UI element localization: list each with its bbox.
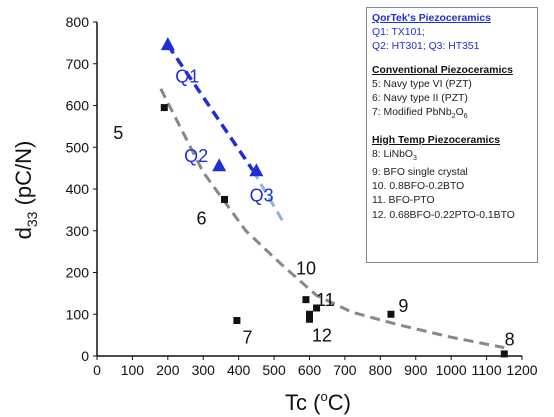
y-tick-label: 0 — [81, 348, 89, 364]
square-marker-10 — [302, 296, 310, 304]
x-tick-label: 1000 — [436, 362, 467, 378]
legend-item-5: 5: Navy type VI (PZT) — [372, 78, 472, 90]
x-tick-label: 0 — [93, 362, 101, 378]
square-marker-9 — [387, 310, 395, 318]
x-tick-label: 700 — [333, 362, 357, 378]
x-tick-label: 300 — [192, 362, 216, 378]
y-tick-label: 600 — [66, 98, 90, 114]
x-tick-label: 500 — [262, 362, 286, 378]
legend-item-9: 9: BFO single crystal — [372, 166, 468, 178]
x-tick-label: 800 — [369, 362, 393, 378]
point-label-8: 8 — [505, 330, 515, 350]
point-label-q3: Q3 — [250, 186, 274, 206]
y-tick-label: 800 — [66, 14, 90, 30]
legend-item-6: 6: Navy type II (PZT) — [372, 93, 468, 105]
point-label-12: 12 — [312, 325, 332, 345]
legend-item-10: 10. 0.8BFO-0.2BTO — [372, 181, 465, 193]
x-tick-label: 400 — [227, 362, 251, 378]
x-tick-label: 1100 — [472, 362, 502, 378]
square-marker-5 — [160, 104, 168, 112]
point-label-9: 9 — [398, 296, 408, 316]
square-marker-11 — [313, 304, 321, 312]
x-tick-label: 600 — [298, 362, 322, 378]
y-tick-label: 700 — [66, 56, 90, 72]
triangle-marker-q3 — [249, 163, 264, 177]
square-marker-6 — [221, 195, 228, 203]
square-marker-8 — [500, 350, 508, 358]
axes: 0 100 200 300 400 500 600 700 800 900 1000 1100 1200… — [66, 14, 538, 378]
point-label-5: 5 — [113, 123, 123, 143]
point-label-6: 6 — [196, 208, 206, 228]
trend-line-2 — [251, 169, 287, 226]
legend-section-title-high-temp: High Temp Piezoceramics — [372, 134, 500, 146]
x-tick-label: 1200 — [506, 362, 537, 378]
legend-item-8: 8: LiNbO3 — [372, 148, 417, 162]
point-label-q2: Q2 — [184, 146, 208, 166]
triangle-marker-q2 — [212, 158, 227, 172]
legend-gap — [372, 125, 532, 134]
x-tick-label: 100 — [121, 362, 145, 378]
trend-lines — [159, 43, 505, 350]
y-tick-label: 100 — [66, 306, 90, 322]
point-label-7: 7 — [243, 327, 253, 347]
triangle-marker-q1 — [160, 37, 175, 51]
trend-line-1 — [166, 43, 255, 172]
y-tick-label: 500 — [66, 139, 90, 155]
x-tick-label: 900 — [404, 362, 428, 378]
legend-section-title-conventional: Conventional Piezoceramics — [372, 64, 513, 76]
legend: QorTek's Piezoceramics Q1: TX101; Q2: HT… — [366, 7, 538, 263]
data-points — [160, 37, 508, 358]
legend-section-title-qortek: QorTek's Piezoceramics — [372, 13, 491, 24]
legend-item-q1: Q1: TX101; — [372, 27, 425, 39]
legend-item-11: 11. BFO-PTO — [372, 195, 435, 207]
square-marker-12a — [306, 310, 313, 318]
square-marker-12b — [306, 315, 313, 323]
y-tick-label: 300 — [66, 223, 90, 239]
legend-item-12: 12. 0.68BFO-0.22PTO-0.1BTO — [372, 209, 515, 221]
point-label-10: 10 — [296, 259, 316, 279]
y-tick-label: 400 — [66, 181, 90, 197]
point-label-q1: Q1 — [175, 67, 199, 87]
legend-item-q2-q3: Q2: HT301; Q3: HT351 — [372, 41, 480, 53]
y-tick-label: 200 — [66, 265, 90, 281]
point-label-11: 11 — [316, 290, 335, 310]
trend-line-3 — [159, 88, 505, 350]
x-axis-title: Tc (oC) — [285, 389, 351, 415]
x-tick-label: 200 — [156, 362, 180, 378]
legend-item-7: 7: Modified PbNb2O6 — [372, 107, 468, 121]
legend-gap — [372, 55, 532, 64]
square-marker-7 — [233, 317, 241, 325]
y-axis-title: d33 (pC/N) — [11, 141, 40, 240]
